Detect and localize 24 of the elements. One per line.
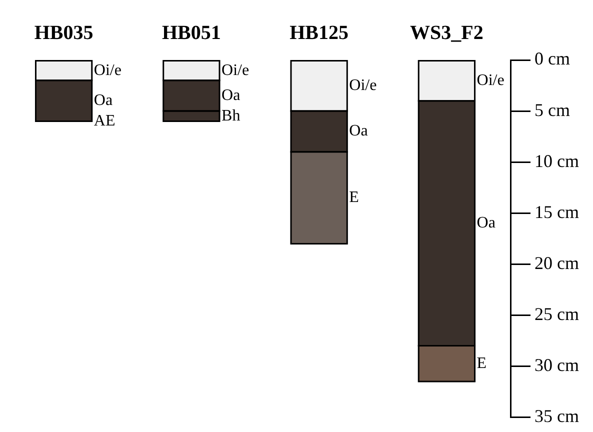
- x-tick-label: HB125: [290, 22, 349, 44]
- text: Oa: [476, 214, 496, 232]
- text: Oa: [349, 122, 368, 140]
- text: Oi/e: [349, 77, 377, 94]
- x-tick-label: HB051: [162, 22, 221, 44]
- y-tick-label: 0 cm: [534, 48, 570, 69]
- series-label: Oa: [94, 92, 113, 110]
- text: E: [476, 354, 487, 372]
- text: Oa: [222, 86, 240, 104]
- text: Oi/e: [222, 62, 250, 79]
- series-label: E: [349, 188, 359, 206]
- y-tick-label: 15 cm: [534, 202, 580, 222]
- x-tick-label: HB035: [34, 22, 94, 44]
- y-tick-label: 5 cm: [534, 100, 570, 120]
- text: Oi/e: [476, 72, 504, 89]
- series-label: Oi/e: [94, 62, 122, 79]
- text: AE: [94, 112, 116, 130]
- y-tick-label: 10 cm: [534, 150, 580, 171]
- y-tick-label: 35 cm: [534, 406, 580, 426]
- series-label: Bh: [222, 107, 240, 124]
- x-tick-label: WS3_F2: [410, 22, 484, 44]
- y-tick-label: 30 cm: [534, 354, 580, 375]
- y-tick-label: 25 cm: [534, 304, 580, 324]
- y-tick-label: 20 cm: [534, 252, 580, 273]
